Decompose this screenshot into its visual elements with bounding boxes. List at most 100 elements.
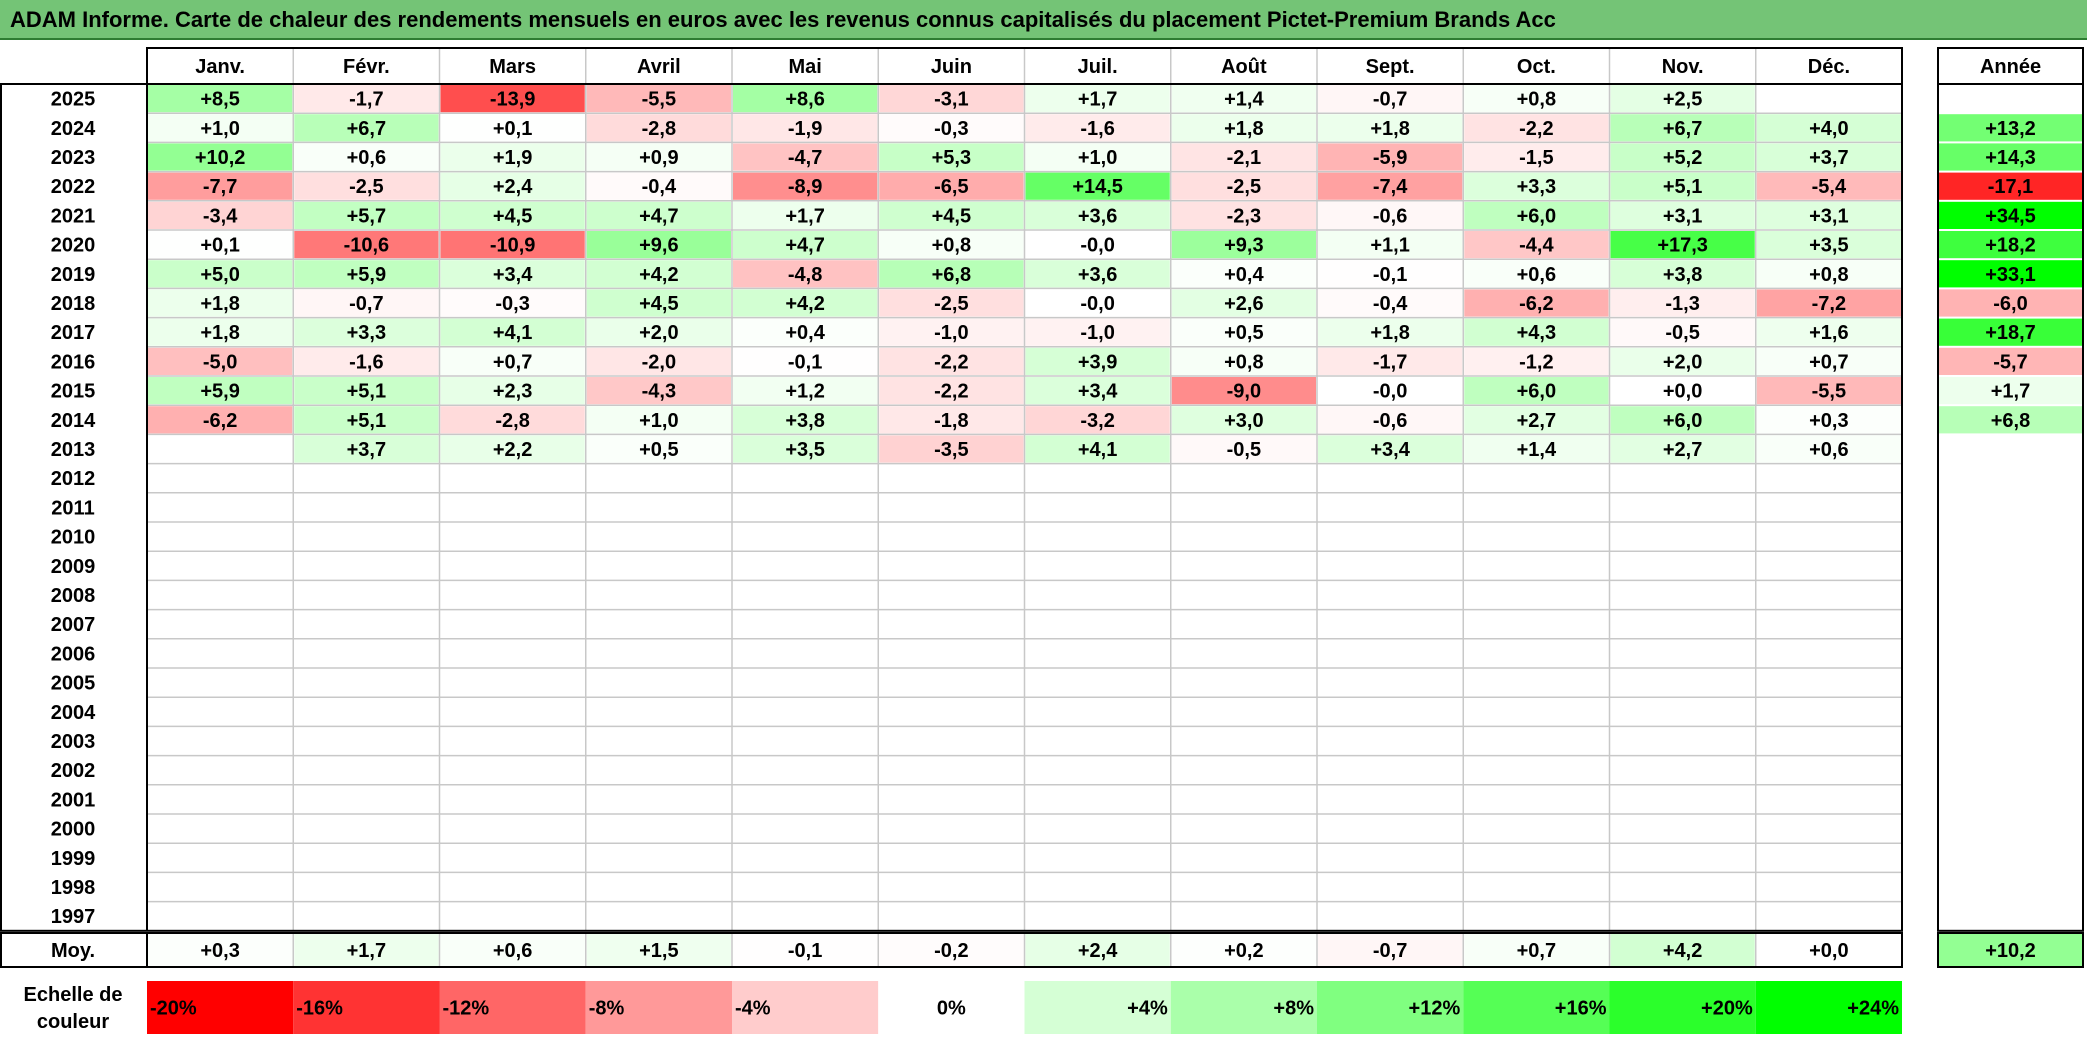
heatmap-cell — [1756, 289, 1901, 317]
cell-value: +0,9 — [639, 147, 678, 169]
heatmap-cell — [879, 523, 1024, 551]
scale-value: +8% — [1273, 998, 1314, 1020]
heatmap-cell — [1318, 435, 1463, 463]
annual-value: -6,0 — [1993, 293, 2027, 315]
heatmap-cell — [294, 464, 439, 492]
annual-value: +33,1 — [1985, 264, 2036, 286]
annual-cell — [1939, 727, 2082, 755]
heatmap-cell — [1318, 552, 1463, 580]
cell-value: +6,0 — [1517, 205, 1556, 227]
heatmap-cell — [294, 85, 439, 113]
heatmap-cell — [1756, 844, 1901, 872]
heatmap-cell — [440, 435, 585, 463]
cell-value: -2,5 — [1227, 176, 1261, 198]
month-header: Déc. — [1808, 56, 1850, 78]
heatmap-cell — [148, 727, 293, 755]
heatmap-cell — [733, 552, 878, 580]
heatmap-cell — [733, 347, 878, 375]
cell-value: +4,1 — [493, 322, 532, 344]
heatmap-cell — [148, 231, 293, 259]
cell-value: +1,2 — [785, 381, 824, 403]
heatmap-cell — [879, 815, 1024, 843]
heatmap-cell — [294, 377, 439, 405]
heatmap-cell — [1025, 318, 1170, 346]
heatmap-cell — [440, 377, 585, 405]
heatmap-cell — [879, 552, 1024, 580]
month-header: Juil. — [1078, 56, 1118, 78]
cell-value: -1,5 — [1519, 147, 1553, 169]
cell-value: +10,2 — [195, 147, 246, 169]
heatmap-cell — [1025, 815, 1170, 843]
annual-value: +14,3 — [1985, 147, 2036, 169]
heatmap-cell — [1318, 610, 1463, 638]
heatmap-cell — [1025, 756, 1170, 784]
heatmap-cell — [1171, 172, 1316, 200]
cell-value: -7,4 — [1373, 176, 1408, 198]
month-header: Févr. — [343, 56, 390, 78]
heatmap-cell — [1610, 260, 1755, 288]
year-label: 2012 — [51, 468, 96, 490]
heatmap-cell — [879, 85, 1024, 113]
annual-value: -17,1 — [1988, 176, 2034, 198]
scale-swatch — [1170, 981, 1317, 1034]
heatmap-cell — [294, 552, 439, 580]
annual-value: +1,7 — [1991, 381, 2030, 403]
heatmap-cell — [294, 902, 439, 930]
heatmap-cell — [440, 639, 585, 667]
heatmap-cell — [1025, 289, 1170, 317]
annual-cell — [1939, 172, 2082, 200]
cell-value: -5,5 — [642, 89, 676, 111]
heatmap-cell — [440, 406, 585, 434]
cell-value: +1,9 — [493, 147, 532, 169]
cell-value: +3,4 — [1370, 439, 1410, 461]
heatmap-cell — [1464, 581, 1609, 609]
month-header: Sept. — [1366, 56, 1415, 78]
heatmap-cell — [879, 610, 1024, 638]
heatmap-cell — [1610, 406, 1755, 434]
heatmap-cell — [1171, 289, 1316, 317]
heatmap-cell — [879, 406, 1024, 434]
annual-cell — [1939, 231, 2082, 259]
heatmap-cell — [440, 523, 585, 551]
year-label: 2010 — [51, 527, 96, 549]
heatmap-cell — [879, 639, 1024, 667]
heatmap-cell — [586, 464, 731, 492]
heatmap-cell — [1171, 201, 1316, 229]
heatmap-cell — [879, 873, 1024, 901]
cell-value: +2,5 — [1663, 89, 1702, 111]
annual-value: +18,7 — [1985, 322, 2036, 344]
cell-value: -1,8 — [934, 410, 968, 432]
heatmap-cell — [1464, 114, 1609, 142]
heatmap-cell — [440, 815, 585, 843]
heatmap-cell — [586, 639, 731, 667]
heatmap-cell — [879, 289, 1024, 317]
heatmap-cell — [1464, 260, 1609, 288]
annual-cell — [1939, 435, 2082, 463]
cell-value: +5,1 — [347, 381, 386, 403]
heatmap-cell — [1756, 435, 1901, 463]
heatmap-cell — [148, 347, 293, 375]
heatmap-cell — [733, 844, 878, 872]
heatmap-cell — [1464, 552, 1609, 580]
heatmap-cell — [1464, 172, 1609, 200]
average-cell — [1464, 934, 1609, 966]
heatmap-cell — [1756, 610, 1901, 638]
heatmap-cell — [586, 143, 731, 171]
heatmap-cell — [879, 231, 1024, 259]
heatmap-cell — [1171, 435, 1316, 463]
average-cell — [1756, 934, 1901, 966]
average-cell — [879, 934, 1024, 966]
heatmap-cell — [1756, 172, 1901, 200]
cell-value: +4,5 — [932, 205, 971, 227]
year-label: 2013 — [51, 439, 96, 461]
heatmap-cell — [294, 231, 439, 259]
heatmap-cell — [1756, 669, 1901, 697]
heatmap-cell — [1171, 85, 1316, 113]
annual-cell — [1939, 523, 2082, 551]
heatmap-cell — [294, 406, 439, 434]
cell-value: -2,2 — [1519, 118, 1553, 140]
heatmap-cell — [440, 464, 585, 492]
heatmap-cell — [1610, 844, 1755, 872]
heatmap-cell — [1318, 756, 1463, 784]
